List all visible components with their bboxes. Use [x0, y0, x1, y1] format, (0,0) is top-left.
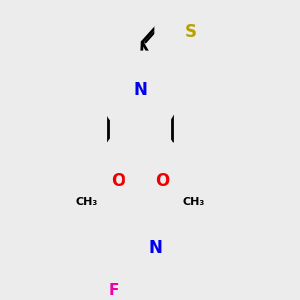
Text: N: N — [133, 81, 147, 99]
Text: S: S — [184, 23, 196, 41]
Text: F: F — [92, 273, 102, 288]
Text: CH₃: CH₃ — [75, 197, 98, 207]
Text: CH₃: CH₃ — [183, 197, 205, 207]
Text: N: N — [148, 239, 162, 257]
Text: O: O — [111, 172, 125, 190]
Text: S: S — [134, 172, 146, 190]
Text: F: F — [109, 283, 119, 298]
Text: N: N — [118, 239, 132, 257]
Text: N: N — [133, 160, 147, 178]
Text: O: O — [155, 172, 169, 190]
